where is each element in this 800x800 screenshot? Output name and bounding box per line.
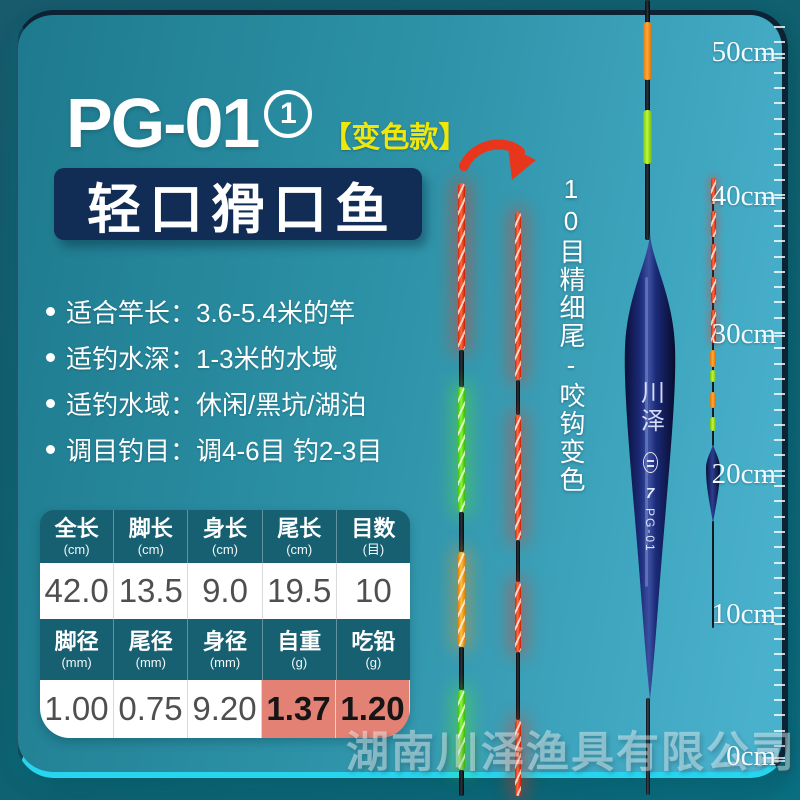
vertical-caption: 10目精细尾-咬钩变色	[556, 174, 586, 494]
float-body-markings: 川泽 7 PG-01	[628, 380, 672, 553]
bullet-dot-icon	[46, 306, 55, 316]
spec-table: 全长 (cm) 脚长 (cm) 身长 (cm) 尾长 (cm) 目数 (目) 42.0 1…	[40, 510, 410, 738]
title-row: PG-01 1 【变色款】	[66, 86, 467, 160]
bullet-label: 适合竿长：	[66, 297, 197, 328]
ruler-label: 0cm	[726, 740, 776, 772]
value-cell: 9.20	[188, 680, 262, 738]
ruler-label: 50cm	[711, 36, 776, 68]
bullet-dot-icon	[46, 398, 55, 408]
header-cell: 自重 (g)	[262, 619, 337, 680]
bullet-label: 适钓水深：	[66, 343, 197, 374]
header-cell: 吃铅 (g)	[336, 619, 410, 680]
header-cell: 尾径 (mm)	[114, 619, 189, 680]
variant-badge: 【变色款】	[322, 122, 468, 154]
header-cell: 全长 (cm)	[40, 510, 115, 563]
brand-logo-icon	[642, 452, 658, 473]
bullet-value: 休闲/黑坑/湖泊	[196, 389, 367, 420]
header-cell: 脚径 (mm)	[40, 619, 115, 680]
value-cell: 0.75	[114, 680, 188, 738]
header-cell: 尾长 (cm)	[262, 510, 337, 563]
product-model-title: PG-01	[66, 84, 260, 162]
spec-bullet-list: 适合竿长：3.6-5.4米的竿 适钓水深：1-3米的水域 适钓水域：休闲/黑坑/…	[46, 288, 382, 472]
value-cell: 10	[336, 563, 410, 619]
header-cell: 脚长 (cm)	[114, 510, 189, 563]
value-cell-highlighted: 1.37	[262, 680, 336, 738]
table-header-row: 全长 (cm) 脚长 (cm) 身长 (cm) 尾长 (cm) 目数 (目)	[40, 510, 410, 563]
bullet-dot-icon	[46, 444, 55, 454]
bullet-label: 调目钓目：	[66, 435, 197, 466]
bullet-label: 适钓水域：	[66, 389, 197, 420]
bullet-item: 适钓水域：休闲/黑坑/湖泊	[46, 380, 382, 426]
circled-number-badge: 1	[264, 90, 313, 138]
table-value-row: 42.0 13.5 9.0 19.5 10	[40, 563, 410, 619]
mini-float-leg	[712, 521, 714, 628]
brand-text: 川泽	[636, 380, 663, 436]
ruler-label: 30cm	[711, 318, 776, 350]
ruler-label: 10cm	[711, 598, 776, 630]
ruler-label: 40cm	[711, 180, 776, 212]
product-banner: 轻口猾口鱼	[54, 168, 422, 240]
value-cell: 19.5	[262, 563, 337, 619]
table-value-row: 1.00 0.75 9.20 1.37 1.20	[40, 680, 410, 738]
bullet-value: 1-3米的水域	[196, 343, 338, 374]
value-cell: 42.0	[40, 563, 115, 619]
bullet-value: 3.6-5.4米的竿	[196, 297, 355, 328]
product-banner-text: 轻口猾口鱼	[87, 179, 397, 240]
ruler-label: 20cm	[711, 458, 776, 490]
value-cell: 9.0	[188, 563, 263, 619]
bullet-item: 调目钓目：调4-6目 钓2-3目	[46, 426, 382, 472]
header-cell: 身径 (mm)	[188, 619, 263, 680]
bullet-value: 调4-6目 钓2-3目	[196, 435, 383, 466]
model-text: PG-01	[643, 508, 657, 553]
size-number: 7	[645, 485, 655, 502]
bullet-item: 适钓水深：1-3米的水域	[46, 334, 382, 380]
value-cell: 1.00	[40, 680, 114, 738]
value-cell-highlighted: 1.20	[336, 680, 410, 738]
bullet-item: 适合竿长：3.6-5.4米的竿	[46, 288, 382, 334]
header-cell: 目数 (目)	[336, 510, 410, 563]
float-leg	[646, 698, 650, 795]
header-cell: 身长 (cm)	[188, 510, 263, 563]
mini-float-body	[706, 443, 720, 523]
value-cell: 13.5	[114, 563, 189, 619]
company-watermark: 湖南川泽渔具有限公司	[346, 729, 796, 777]
circled-number-text: 1	[279, 97, 297, 130]
table-header-row: 脚径 (mm) 尾径 (mm) 身径 (mm) 自重 (g) 吃铅 (g)	[40, 619, 410, 680]
red-arrow-icon	[459, 139, 536, 180]
bullet-dot-icon	[46, 352, 55, 362]
